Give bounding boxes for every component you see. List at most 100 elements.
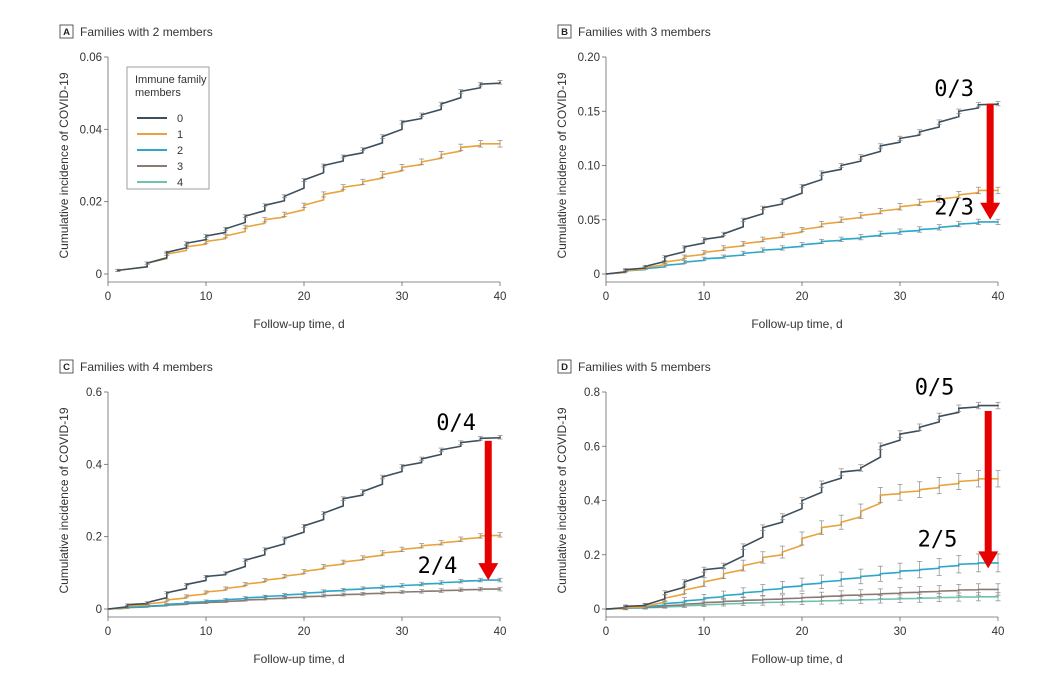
legend-label-0: 0 (177, 113, 183, 125)
data-point (840, 521, 843, 524)
data-point (899, 433, 901, 435)
data-point (997, 595, 999, 598)
data-point (820, 595, 823, 598)
data-point (440, 153, 443, 156)
data-point (479, 579, 482, 581)
panel-title: Families with 4 members (80, 360, 213, 374)
data-point (244, 559, 247, 562)
data-point (683, 255, 686, 258)
data-point (303, 179, 305, 181)
data-point (683, 261, 686, 263)
y-tick-label: 0.10 (578, 161, 600, 173)
data-point (938, 590, 941, 592)
data-point (244, 215, 247, 218)
data-point (342, 561, 345, 563)
data-point (742, 242, 745, 245)
y-tick-label: 0.8 (584, 387, 600, 399)
data-point (401, 584, 403, 587)
x-tick-label: 40 (992, 291, 1005, 303)
y-tick-label: 0.20 (578, 52, 600, 64)
data-point (165, 251, 168, 254)
x-tick-label: 10 (200, 626, 213, 638)
arrow-head (478, 563, 499, 581)
data-point (440, 581, 443, 584)
data-point (224, 598, 227, 601)
data-point (918, 591, 921, 593)
series-0 (115, 80, 503, 272)
panel-title: Families with 5 members (578, 360, 711, 374)
data-point (938, 484, 941, 487)
series-line-0 (605, 103, 999, 275)
data-point (381, 591, 384, 594)
data-point (879, 445, 882, 448)
data-point (401, 465, 403, 468)
data-point (722, 594, 725, 597)
series-2 (605, 553, 1001, 610)
data-point (879, 145, 882, 147)
data-point (165, 591, 168, 594)
data-point (703, 580, 705, 583)
data-point (761, 238, 764, 241)
data-point (361, 148, 364, 151)
data-point (761, 589, 764, 591)
data-point (205, 575, 207, 578)
legend-box (126, 66, 210, 190)
data-point (938, 121, 941, 123)
data-point (899, 137, 901, 140)
data-point (185, 601, 188, 604)
arrow-head (978, 551, 999, 569)
data-point (918, 201, 921, 204)
data-point (624, 268, 627, 271)
data-point (663, 255, 666, 258)
data-point (957, 563, 960, 566)
data-point (499, 81, 501, 84)
data-point (761, 556, 764, 559)
y-tick-label: 0.2 (86, 532, 102, 544)
data-point (146, 601, 149, 604)
data-point (303, 592, 305, 594)
data-point (801, 499, 803, 502)
x-tick-label: 40 (992, 626, 1005, 638)
data-point (801, 537, 803, 540)
data-point (322, 594, 325, 597)
data-point (899, 230, 901, 233)
data-point (440, 448, 443, 451)
data-point (899, 205, 901, 208)
data-point (342, 588, 345, 591)
x-tick-label: 20 (298, 626, 311, 638)
data-point (205, 600, 207, 602)
y-axis-label: Cumulative incidence of COVID-19 (57, 407, 71, 593)
data-point (722, 600, 725, 603)
data-point (820, 483, 823, 486)
data-point (283, 596, 286, 599)
data-point (322, 590, 325, 593)
data-point (899, 591, 901, 594)
data-point (303, 595, 305, 598)
data-point (918, 597, 921, 600)
data-point (683, 599, 686, 602)
annotation-label: 0/4 (436, 411, 476, 436)
data-point (283, 537, 286, 540)
data-point (244, 226, 247, 228)
data-point (381, 476, 384, 478)
data-point (283, 195, 286, 198)
data-point (303, 524, 305, 527)
data-point (322, 512, 325, 515)
y-tick-label: 0.2 (584, 550, 600, 562)
data-point (879, 572, 882, 575)
arrow-shaft (986, 103, 994, 204)
y-tick-label: 0.4 (584, 496, 601, 508)
data-point (938, 226, 941, 229)
data-point (781, 586, 784, 589)
data-point (361, 490, 364, 493)
data-point (859, 155, 862, 158)
data-point (205, 591, 207, 593)
x-tick-label: 30 (396, 626, 409, 638)
data-point (840, 218, 843, 221)
panel-letter-box (557, 359, 572, 374)
x-tick-label: 0 (603, 291, 609, 303)
x-tick-label: 0 (603, 626, 609, 638)
y-tick-label: 0.15 (578, 106, 600, 118)
y-tick-label: 0.04 (80, 124, 103, 136)
data-point (361, 556, 364, 559)
